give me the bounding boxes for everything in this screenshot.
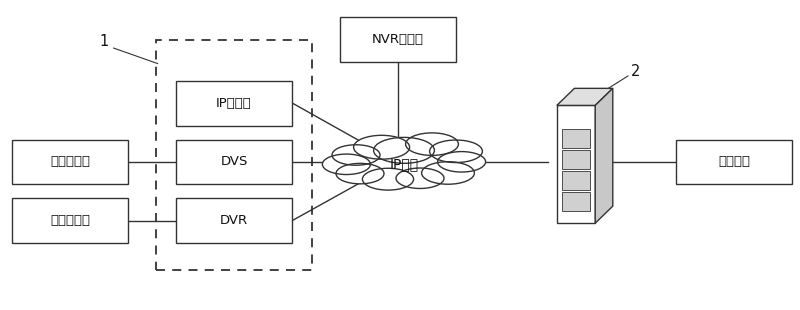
Ellipse shape <box>422 162 474 184</box>
Bar <box>340 17 456 62</box>
Bar <box>562 129 590 148</box>
Bar <box>562 171 590 190</box>
Text: 2: 2 <box>631 64 641 79</box>
Bar <box>557 105 595 223</box>
Bar <box>176 140 292 184</box>
Text: DVR: DVR <box>220 215 248 227</box>
Ellipse shape <box>396 168 444 188</box>
Ellipse shape <box>430 140 482 162</box>
Text: 模拟摄像头: 模拟摄像头 <box>50 215 90 227</box>
Ellipse shape <box>374 137 434 163</box>
Bar <box>562 192 590 211</box>
Ellipse shape <box>350 149 458 177</box>
Text: NVR客户端: NVR客户端 <box>372 33 424 46</box>
Text: DVS: DVS <box>220 156 248 168</box>
Ellipse shape <box>322 154 370 175</box>
Ellipse shape <box>362 168 414 190</box>
Text: 模拟摄像头: 模拟摄像头 <box>50 156 90 168</box>
Bar <box>676 140 792 184</box>
Ellipse shape <box>406 133 458 155</box>
Bar <box>12 140 128 184</box>
Ellipse shape <box>354 135 410 159</box>
Ellipse shape <box>336 163 384 184</box>
Text: IP摄像头: IP摄像头 <box>216 97 252 109</box>
Bar <box>176 81 292 126</box>
Text: 磁盘阵列: 磁盘阵列 <box>718 156 750 168</box>
Ellipse shape <box>438 152 486 172</box>
Polygon shape <box>595 88 613 223</box>
Text: 1: 1 <box>99 34 109 49</box>
Bar <box>562 150 590 169</box>
Text: IP网络: IP网络 <box>390 157 418 171</box>
Polygon shape <box>557 88 613 105</box>
Ellipse shape <box>332 145 380 165</box>
Bar <box>12 198 128 243</box>
Bar <box>156 40 312 270</box>
Bar <box>176 198 292 243</box>
